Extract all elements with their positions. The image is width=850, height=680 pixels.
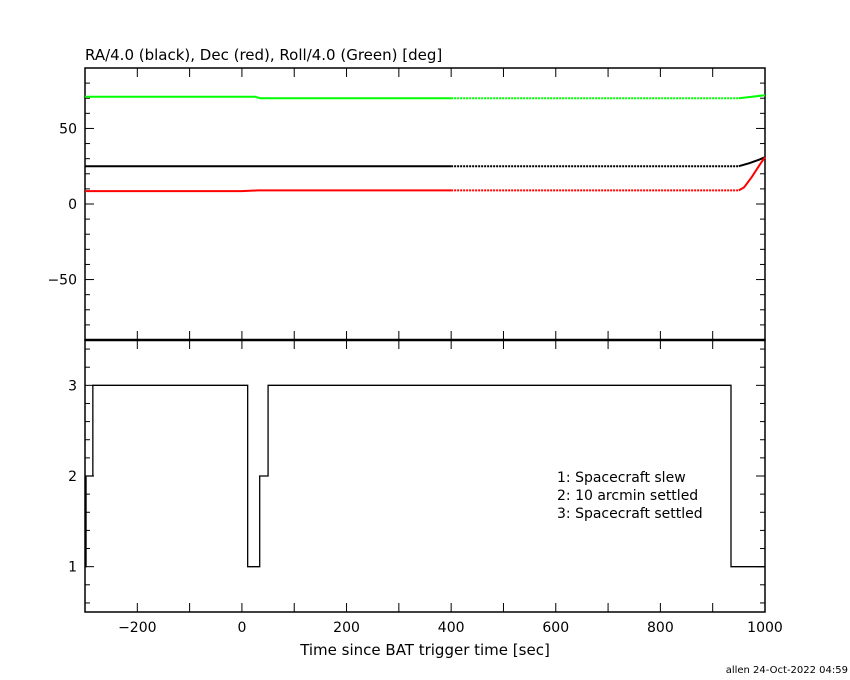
x-tick-label: 200 bbox=[333, 620, 360, 636]
legend-item-3: 3: Spacecraft settled bbox=[557, 506, 703, 522]
status-step-line bbox=[85, 384, 765, 568]
y-tick-label: 2 bbox=[68, 469, 77, 485]
footer-stamp: allen 24-Oct-2022 04:59 bbox=[726, 665, 848, 676]
y-tick-label: 50 bbox=[59, 121, 77, 137]
series-line-end bbox=[738, 156, 766, 168]
x-axis-label: Time since BAT trigger time [sec] bbox=[299, 641, 550, 659]
x-tick-label: 1000 bbox=[747, 620, 783, 636]
series-line-end bbox=[738, 94, 766, 100]
y-tick-label: −50 bbox=[47, 273, 77, 289]
y-tick-label: 0 bbox=[68, 197, 77, 213]
x-tick-label: 600 bbox=[542, 620, 569, 636]
plot-frame bbox=[84, 67, 766, 341]
top-panel: −50 0 50 bbox=[47, 67, 766, 341]
x-tick-label: 0 bbox=[237, 620, 246, 636]
y-tick-label: 1 bbox=[68, 560, 77, 576]
x-tick-label: −200 bbox=[118, 620, 156, 636]
series-line bbox=[85, 95, 452, 100]
top-panel-title: RA/4.0 (black), Dec (red), Roll/4.0 (Gre… bbox=[85, 46, 442, 64]
legend-item-2: 2: 10 arcmin settled bbox=[557, 488, 698, 504]
y-tick-label: 3 bbox=[68, 378, 77, 394]
x-tick-label: 800 bbox=[647, 620, 674, 636]
series-line-end bbox=[738, 156, 766, 192]
series-line bbox=[85, 189, 452, 193]
bottom-panel: 1 2 3 −200 0 200 400 600 800 1000 bbox=[68, 338, 783, 636]
x-tick-label: 400 bbox=[438, 620, 465, 636]
legend-item-1: 1: Spacecraft slew bbox=[557, 470, 686, 486]
